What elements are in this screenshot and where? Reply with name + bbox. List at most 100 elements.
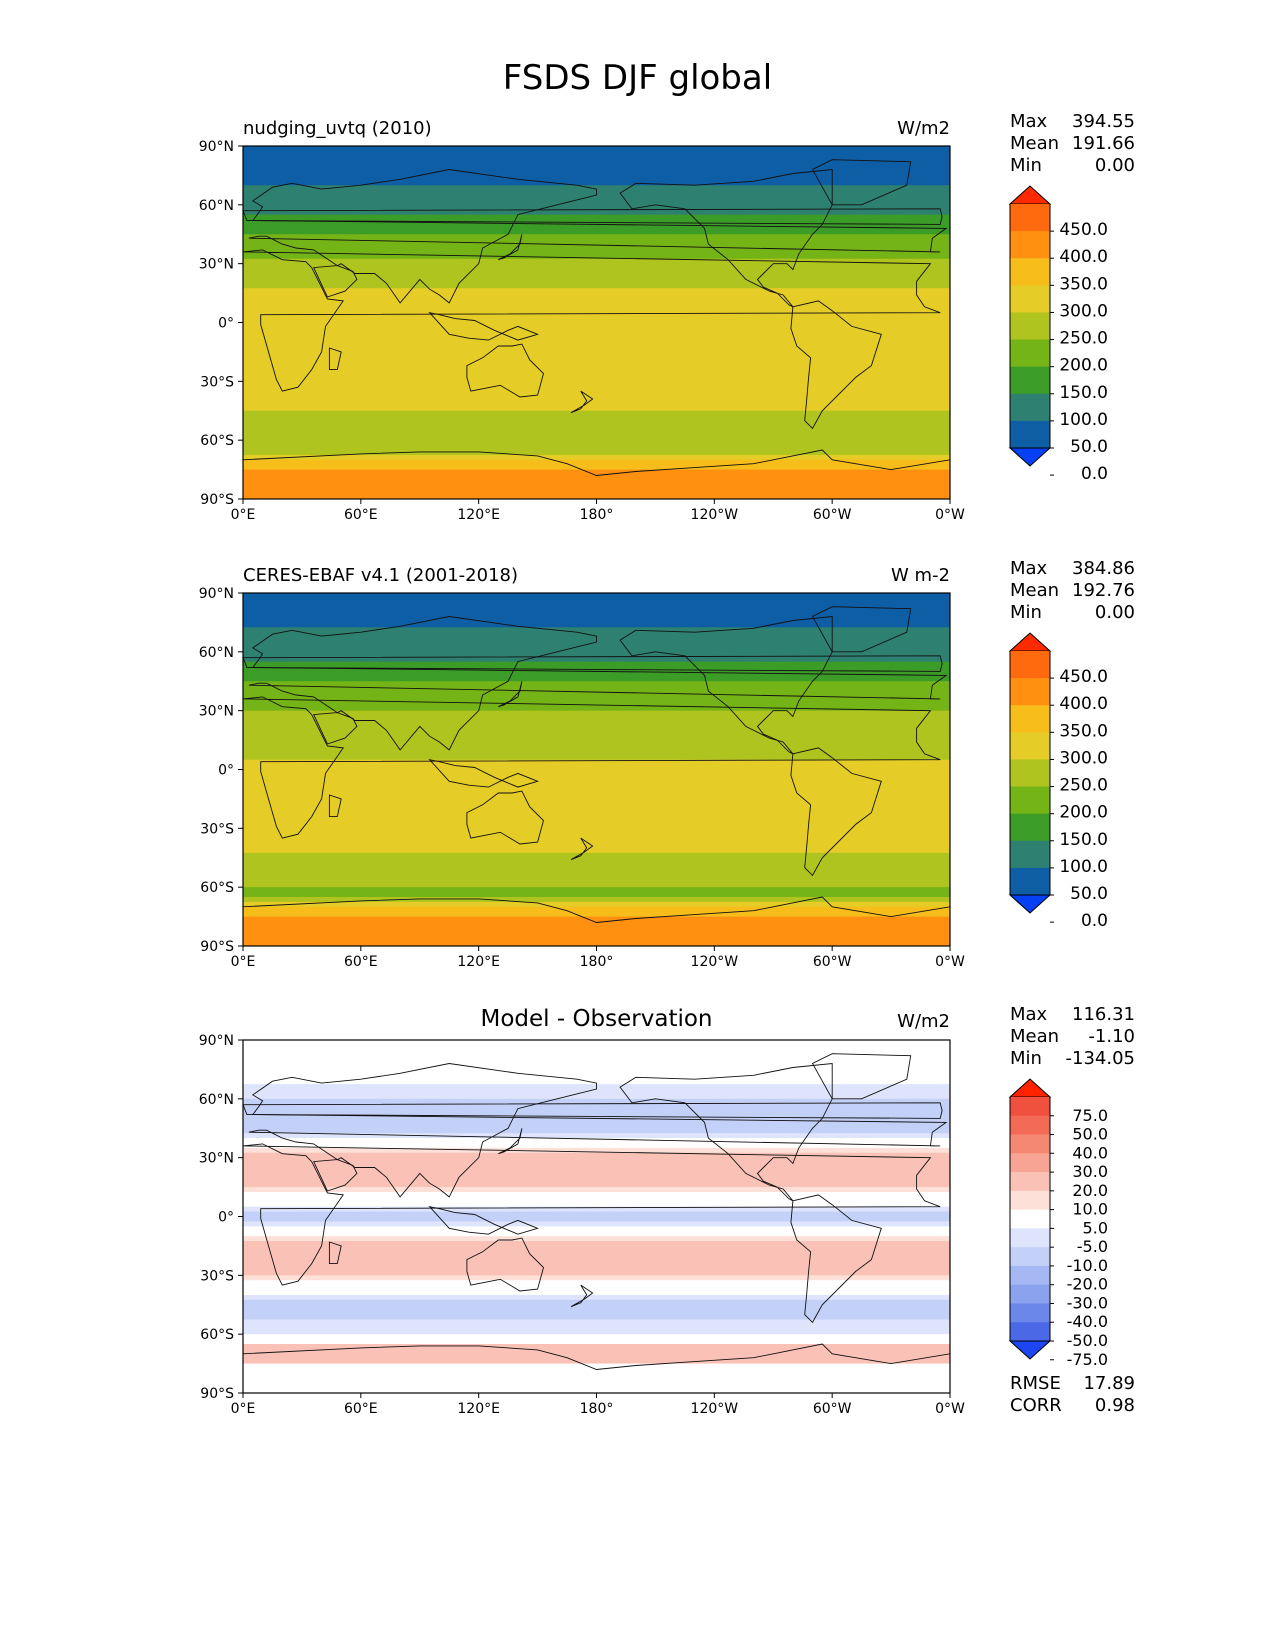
field-band bbox=[243, 415, 950, 422]
lon-tick-label: 60°W bbox=[813, 1401, 852, 1417]
coastline bbox=[811, 606, 912, 653]
coastline bbox=[790, 747, 882, 877]
colorbar-label: -20.0 bbox=[1067, 1275, 1108, 1294]
colorbar-segment bbox=[1010, 393, 1050, 422]
colorbar-segment bbox=[1010, 786, 1050, 815]
field-band bbox=[243, 1074, 950, 1080]
field-band bbox=[243, 1103, 950, 1110]
colorbar-2: 450.0 400.0 350.0 300.0 250.0 200.0 150.0 100.0… bbox=[1008, 632, 1108, 931]
field-band bbox=[243, 1388, 950, 1393]
lon-tick-label: 0°E bbox=[231, 1401, 256, 1417]
field-band bbox=[243, 828, 950, 834]
colorbar-label: 450.0 bbox=[1059, 220, 1108, 240]
field-band bbox=[243, 440, 950, 446]
field-band bbox=[243, 1231, 950, 1237]
field-band bbox=[243, 1285, 950, 1291]
field-band bbox=[243, 1187, 950, 1193]
field-band bbox=[243, 818, 950, 825]
lat-tick-label: 90°N bbox=[199, 586, 234, 602]
field-band bbox=[243, 1294, 950, 1301]
field-band bbox=[243, 297, 950, 304]
field-band bbox=[243, 1093, 950, 1100]
coastline bbox=[570, 837, 594, 861]
field-band bbox=[243, 1054, 950, 1061]
field-band bbox=[243, 425, 950, 431]
field-band bbox=[243, 794, 950, 800]
field-band bbox=[243, 150, 950, 157]
field-band bbox=[243, 838, 950, 844]
field-band bbox=[243, 617, 950, 624]
field-band bbox=[243, 651, 950, 658]
field-band bbox=[243, 676, 950, 682]
field-band bbox=[243, 322, 950, 329]
lon-tick-label: 0°W bbox=[935, 507, 965, 523]
field-band bbox=[243, 185, 950, 191]
panel-2-stats: Max 384.86 Mean 192.76 Min 0.00 bbox=[1010, 558, 1135, 624]
lat-tick-label: 30°S bbox=[200, 374, 234, 390]
field-band bbox=[243, 175, 950, 181]
panel-3-title: Model - Observation bbox=[480, 1006, 713, 1032]
coastline bbox=[243, 208, 943, 225]
colorbar-label: 150.0 bbox=[1059, 830, 1108, 850]
stat-mean: Mean -1.10 bbox=[1010, 1026, 1135, 1047]
stat-max: Max 116.31 bbox=[1010, 1004, 1135, 1025]
colorbar-label: 0.0 bbox=[1081, 911, 1108, 931]
colorbar-segment bbox=[1010, 705, 1050, 733]
lon-tick-label: 60°W bbox=[813, 954, 852, 970]
lat-tick-label: 0° bbox=[218, 1210, 234, 1226]
coastline bbox=[619, 169, 833, 308]
field-band bbox=[243, 307, 950, 314]
field-band bbox=[243, 288, 950, 294]
field-band bbox=[243, 1363, 950, 1370]
field-band bbox=[243, 735, 950, 741]
field-band bbox=[243, 715, 950, 722]
field-band bbox=[243, 700, 950, 707]
colorbar-label: 200.0 bbox=[1059, 803, 1108, 823]
field-band bbox=[243, 740, 950, 746]
lat-tick-label: 0° bbox=[218, 316, 234, 332]
field-band bbox=[243, 1319, 950, 1325]
field-band bbox=[243, 366, 950, 373]
lon-tick-label: 180° bbox=[580, 507, 614, 523]
field-band bbox=[243, 1064, 950, 1071]
lat-tick-label: 60°N bbox=[199, 198, 234, 214]
lon-tick-label: 0°W bbox=[935, 1401, 965, 1417]
colorbar-segment bbox=[1010, 840, 1050, 869]
field-band bbox=[243, 1329, 950, 1335]
colorbar-label: -40.0 bbox=[1067, 1312, 1108, 1331]
coastline bbox=[248, 1063, 948, 1198]
field-band bbox=[243, 435, 950, 441]
coastline bbox=[498, 234, 523, 261]
field-band bbox=[243, 484, 950, 490]
field-band bbox=[243, 686, 950, 692]
field-band bbox=[243, 1373, 950, 1379]
field-band bbox=[243, 936, 950, 942]
colorbar-segment bbox=[1010, 1190, 1050, 1211]
coastline bbox=[243, 896, 950, 946]
lon-tick-label: 0°E bbox=[231, 954, 256, 970]
field-band bbox=[243, 744, 950, 751]
stat-max: Max 394.55 bbox=[1010, 111, 1135, 132]
colorbar-segment bbox=[1010, 1153, 1050, 1173]
coastline bbox=[243, 249, 941, 392]
lat-tick-label: 60°S bbox=[200, 433, 234, 449]
field-band bbox=[243, 911, 950, 918]
lat-tick-label: 30°S bbox=[200, 821, 234, 837]
lat-tick-label: 0° bbox=[218, 763, 234, 779]
field-band bbox=[243, 209, 950, 216]
lon-tick-label: 120°W bbox=[691, 1401, 739, 1417]
coastline bbox=[428, 311, 539, 341]
field-band bbox=[243, 1069, 950, 1075]
field-band bbox=[243, 602, 950, 609]
colorbar-extend-min bbox=[1008, 894, 1052, 914]
field-band bbox=[243, 430, 950, 436]
field-band bbox=[243, 1196, 950, 1203]
lon-tick-label: 60°E bbox=[344, 507, 378, 523]
colorbar-extend-max bbox=[1008, 185, 1052, 205]
field-band bbox=[243, 1383, 950, 1389]
colorbar-segment bbox=[1010, 1134, 1050, 1154]
field-band bbox=[243, 1177, 950, 1183]
lon-tick-label: 60°E bbox=[344, 954, 378, 970]
field-band bbox=[243, 268, 950, 275]
coastline bbox=[466, 343, 545, 398]
